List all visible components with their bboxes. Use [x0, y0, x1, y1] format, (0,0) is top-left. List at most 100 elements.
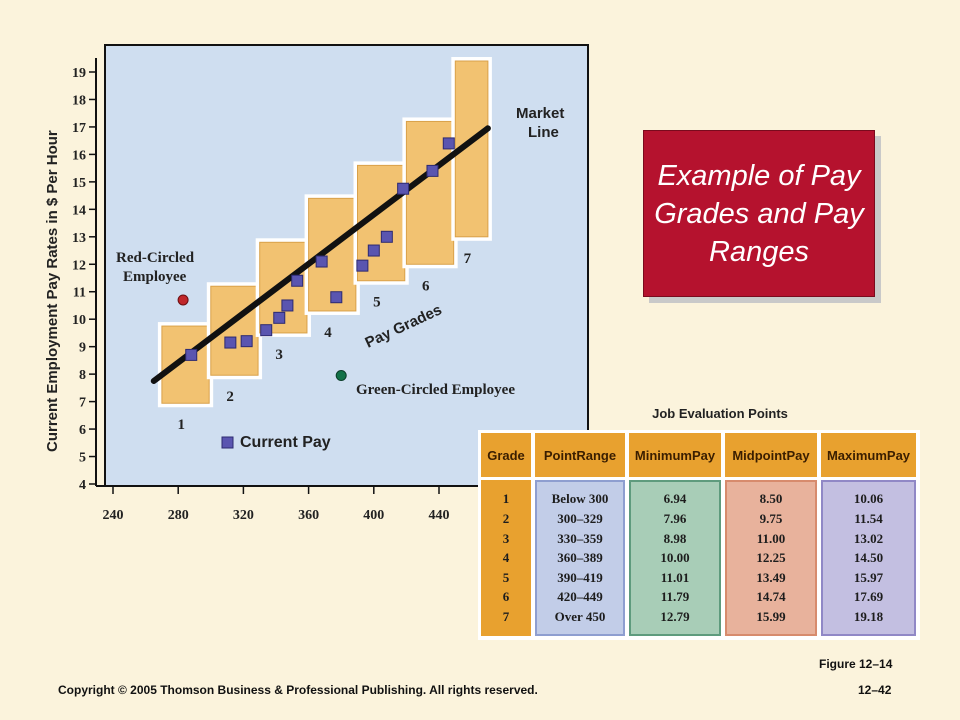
table-cell: 8.50: [759, 491, 783, 507]
y-tick-label: 15: [72, 176, 86, 191]
table-header-text: Pay: [786, 447, 810, 463]
x-tick-label: 320: [233, 508, 254, 523]
current-pay-point: [367, 244, 380, 257]
current-pay-legend-marker: [221, 436, 234, 449]
table-cell: 12.79: [660, 608, 690, 624]
current-pay-point: [330, 291, 343, 304]
table-cell: 330–359: [557, 530, 603, 546]
y-tick-label: 6: [79, 423, 86, 438]
y-tick-label: 17: [72, 121, 86, 136]
x-tick-label: 440: [429, 508, 450, 523]
x-tick-label: 360: [298, 508, 319, 523]
y-tick-label: 14: [72, 203, 86, 218]
table-cell: 2: [502, 511, 510, 527]
table-header-text: Pay: [691, 447, 716, 463]
table-column-2: 6.94 7.96 8.98 10.00 11.01 11.79 12.79: [629, 480, 721, 636]
current-pay-points: [185, 137, 455, 361]
table-cell: 13.49: [756, 569, 786, 585]
market-line-label: Line: [528, 124, 559, 141]
current-pay-point: [260, 324, 273, 337]
current-pay-point: [281, 299, 294, 312]
table-header-1: Point Range: [535, 433, 625, 477]
slide-title: Example of Pay Grades and Pay Ranges: [654, 159, 864, 268]
current-pay-point: [273, 311, 286, 324]
y-tick-label: 8: [79, 368, 86, 383]
grade-label-6: 6: [422, 278, 430, 294]
table-cell: 9.75: [759, 511, 783, 527]
table-cell: 7.96: [663, 511, 687, 527]
footer-copyright: Copyright © 2005 Thomson Business & Prof…: [58, 683, 538, 697]
table-header-text: Midpoint: [732, 447, 787, 463]
green-circled-employee-marker: [335, 370, 347, 382]
table-header-text: Maximum: [826, 447, 887, 463]
table-cell: 1: [502, 491, 510, 507]
grade-label-2: 2: [226, 389, 234, 405]
table-caption: Job Evaluation Points: [652, 406, 788, 421]
market-line-label: Market: [516, 105, 564, 122]
table-cell: Below 300: [551, 491, 609, 507]
figure-label: Figure 12–14: [819, 657, 893, 671]
y-tick-label: 18: [72, 93, 86, 108]
table-cell: 11.79: [660, 589, 690, 605]
table-cell: 8.98: [663, 530, 687, 546]
table-cell: 11.00: [756, 530, 786, 546]
table-column-0: 1 2 3 4 5 6 7: [481, 480, 531, 636]
x-tick-label: 400: [363, 508, 384, 523]
grade-label-1: 1: [178, 417, 186, 433]
grade-box-1: [161, 325, 210, 404]
x-tick-label: 280: [168, 508, 189, 523]
table-cell: 11.54: [854, 511, 883, 527]
table-cell: 3: [502, 530, 510, 546]
table-cell: 6.94: [663, 491, 687, 507]
table-cell: 11.01: [660, 569, 690, 585]
current-pay-point: [380, 230, 393, 243]
table-header-text: Range: [576, 447, 617, 463]
footer-page-number: 12–42: [858, 683, 892, 697]
y-tick-label: 16: [72, 148, 86, 163]
current-pay-point: [315, 255, 328, 268]
y-tick-label: 11: [73, 286, 86, 301]
current-pay-point: [442, 137, 455, 150]
pay-grade-table: Grade 1 2 3 4 5 6 7 Point Range Below 300 300–329 33…: [478, 430, 920, 640]
y-tick-label: 10: [72, 313, 86, 328]
y-tick-label: 7: [79, 396, 86, 411]
table-cell: 420–449: [557, 589, 603, 605]
table-cell: 7: [502, 608, 510, 624]
red-circled-label: Employee: [123, 269, 187, 285]
y-tick-label: 12: [72, 258, 86, 273]
x-tick-label: 240: [103, 508, 124, 523]
table-cell: 19.18: [853, 608, 884, 624]
table-header-4: Maximum Pay: [821, 433, 916, 477]
y-tick-label: 9: [79, 341, 86, 356]
table-header-text: Point: [543, 447, 577, 463]
grade-label-7: 7: [464, 251, 472, 267]
current-pay-label: Current Pay: [240, 434, 331, 451]
grade-label-5: 5: [373, 295, 381, 311]
table-cell: 15.99: [756, 608, 786, 624]
table-cell: 15.97: [853, 569, 884, 585]
table-cell: 300–329: [557, 511, 603, 527]
table-column-4: 10.06 11.54 13.02 14.50 15.97 17.69 19.18: [821, 480, 916, 636]
green-circled-label: Green-Circled Employee: [356, 382, 515, 398]
current-pay-point: [224, 336, 237, 349]
table-column-3: 8.50 9.75 11.00 12.25 13.49 14.74 15.99: [725, 480, 817, 636]
table-header-text: Grade: [487, 447, 525, 463]
red-circled-employee-marker: [177, 294, 189, 306]
current-pay-point: [240, 335, 253, 348]
table-cell: 4: [502, 550, 510, 566]
table-header-text: Pay: [886, 447, 911, 463]
table-cell: 12.25: [756, 550, 786, 566]
table-header-2: Minimum Pay: [629, 433, 721, 477]
table-cell: 6: [502, 589, 510, 605]
slide-title-box: Example of Pay Grades and Pay Ranges: [643, 130, 875, 297]
y-tick-label: 19: [72, 66, 86, 81]
table-cell: 13.02: [853, 530, 884, 546]
current-pay-point: [356, 259, 369, 272]
table-cell: 10.06: [853, 491, 884, 507]
grade-label-4: 4: [324, 325, 332, 341]
y-axis-label: Current Employment Pay Rates in $ Per Ho…: [44, 130, 61, 452]
table-header-3: Midpoint Pay: [725, 433, 817, 477]
table-cell: 17.69: [853, 589, 884, 605]
